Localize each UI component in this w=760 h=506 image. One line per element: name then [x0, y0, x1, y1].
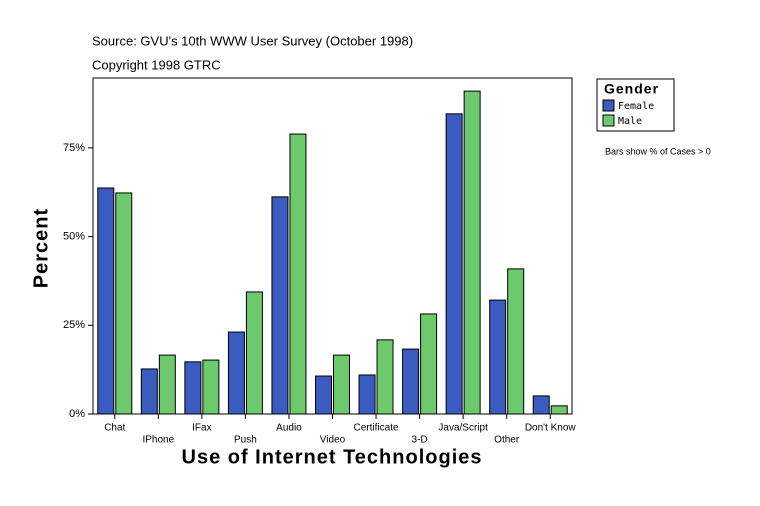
bar: [245, 291, 263, 415]
bar: [532, 395, 550, 415]
y-tick-label: 0%: [69, 408, 85, 420]
y-tick-label: 50%: [63, 231, 85, 243]
y-axis-label: Percent: [30, 208, 52, 288]
x-tick-label: Push: [234, 435, 257, 446]
y-tick-label: 75%: [63, 142, 85, 154]
y-tick-label: 25%: [63, 319, 85, 331]
bar: [507, 268, 525, 415]
bar: [97, 187, 115, 415]
bar: [550, 405, 568, 415]
bar: [202, 359, 220, 415]
bar: [445, 113, 463, 415]
x-tick-label: IPhone: [142, 435, 174, 446]
x-tick-label: Video: [320, 435, 346, 446]
bar: [227, 331, 245, 415]
x-tick-label: Don't Know: [525, 423, 577, 434]
bar: [463, 90, 481, 415]
bar: [184, 361, 202, 415]
legend-title: Gender: [604, 81, 659, 97]
bar: [376, 339, 394, 415]
source: Source: GVU's 10th WWW User Survey (Octo…: [92, 33, 413, 48]
legend-label: Male: [618, 116, 642, 127]
bar: [140, 368, 158, 415]
bar: [358, 374, 376, 415]
note: Bars show % of Cases > 0: [605, 146, 711, 156]
x-tick-label: Java/Script: [438, 423, 488, 434]
x-tick-label: IFax: [192, 423, 211, 434]
bar: [158, 354, 176, 415]
bar: [289, 133, 307, 415]
bar: [402, 348, 420, 415]
copyright: Copyright 1998 GTRC: [92, 57, 221, 72]
bar: [271, 196, 289, 415]
bar: [420, 313, 438, 415]
legend-swatch: [602, 114, 615, 127]
x-tick-label: Chat: [104, 423, 125, 434]
x-axis-label: Use of Internet Technologies: [182, 446, 483, 468]
x-tick-label: Other: [494, 435, 520, 446]
bar: [333, 354, 350, 415]
legend-swatch: [602, 99, 615, 112]
bar: [315, 375, 332, 415]
legend-label: Female: [618, 101, 654, 112]
bar: [115, 192, 133, 415]
bar: [489, 299, 507, 415]
x-tick-label: Audio: [276, 423, 302, 434]
x-tick-label: Certificate: [354, 423, 399, 434]
x-tick-label: 3-D: [412, 435, 428, 446]
